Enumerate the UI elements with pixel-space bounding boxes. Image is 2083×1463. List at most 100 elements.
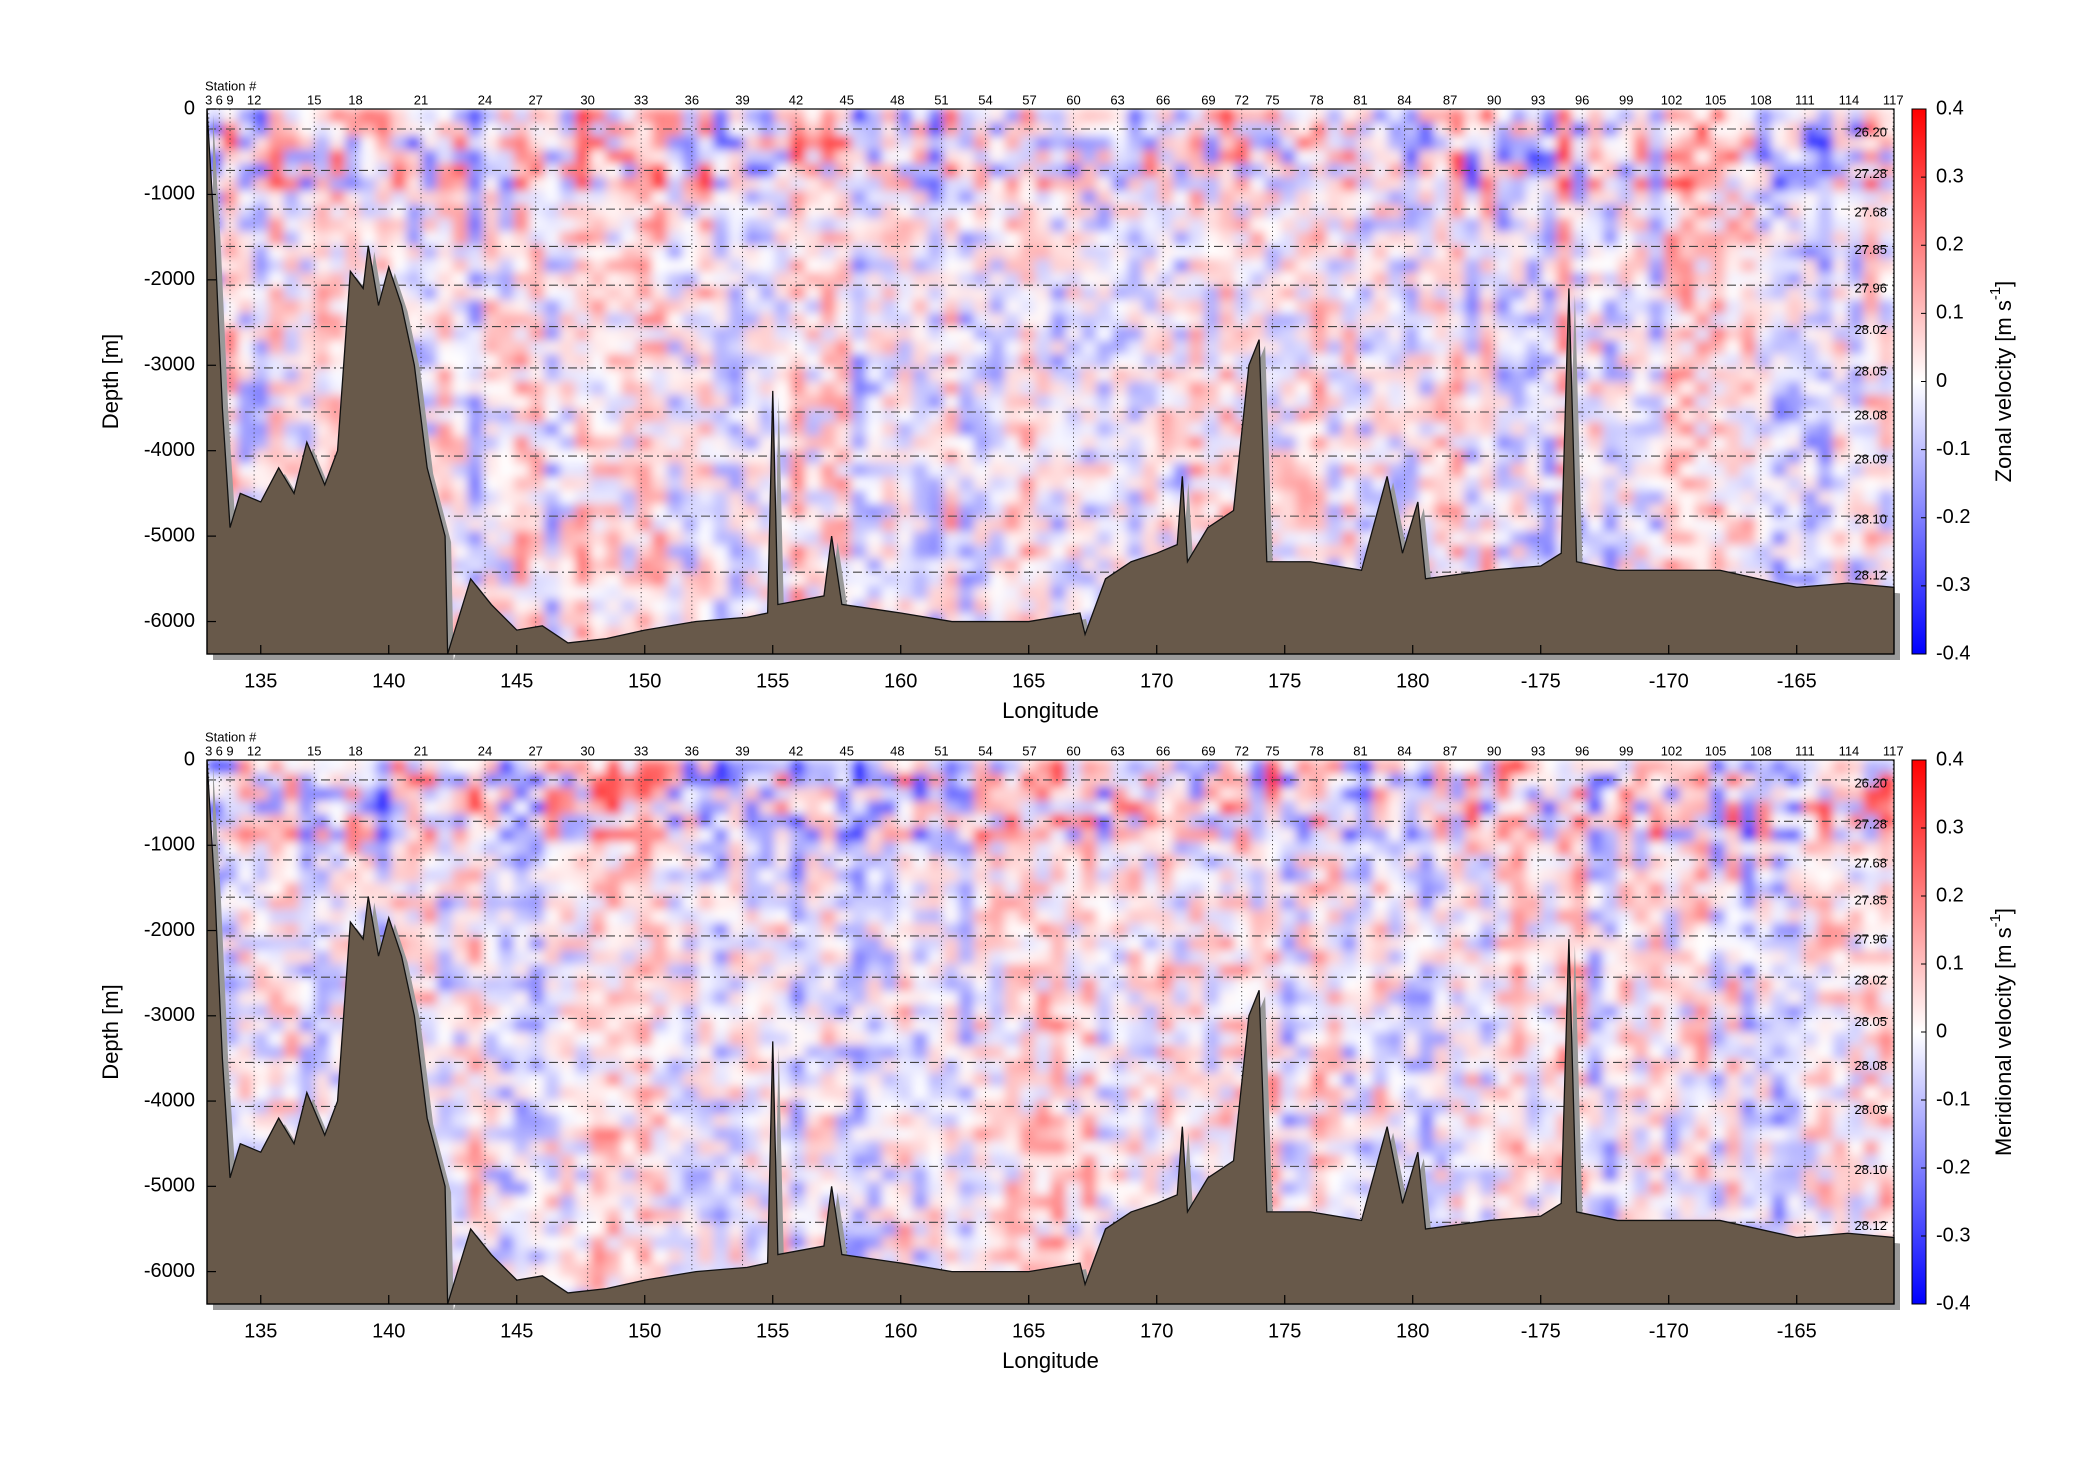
velocity-cell — [1633, 436, 1649, 451]
velocity-cell — [1265, 191, 1281, 206]
velocity-cell — [330, 191, 346, 206]
velocity-cell — [1526, 463, 1542, 478]
velocity-cell — [1741, 368, 1757, 383]
velocity-cell — [422, 354, 438, 369]
velocity-cell — [774, 245, 790, 260]
velocity-cell — [1403, 354, 1419, 369]
velocity-cell — [698, 218, 714, 233]
velocity-cell — [667, 204, 683, 219]
velocity-cell — [575, 559, 591, 574]
velocity-cell — [238, 436, 254, 451]
velocity-cell — [836, 245, 852, 260]
velocity-cell — [1403, 245, 1419, 260]
velocity-cell — [253, 1032, 269, 1047]
velocity-cell — [1281, 368, 1297, 383]
velocity-cell — [560, 300, 576, 315]
velocity-cell — [1771, 150, 1787, 165]
velocity-cell — [253, 1073, 269, 1088]
velocity-cell — [268, 1046, 284, 1061]
velocity-cell — [1633, 313, 1649, 328]
velocity-cell — [483, 382, 499, 397]
velocity-cell — [652, 313, 668, 328]
velocity-cell — [1327, 259, 1343, 274]
velocity-cell — [253, 882, 269, 897]
velocity-cell — [1725, 136, 1741, 151]
velocity-cell — [1143, 382, 1159, 397]
velocity-cell — [698, 436, 714, 451]
velocity-cell — [621, 395, 637, 410]
velocity-cell — [1281, 150, 1297, 165]
velocity-cell — [974, 177, 990, 192]
velocity-cell — [514, 422, 530, 437]
velocity-cell — [437, 191, 453, 206]
velocity-cell — [253, 855, 269, 870]
velocity-cell — [1173, 204, 1189, 219]
velocity-cell — [529, 150, 545, 165]
velocity-cell — [1725, 477, 1741, 492]
velocity-cell — [1250, 300, 1266, 315]
velocity-cell — [1541, 409, 1557, 424]
velocity-cell — [483, 491, 499, 506]
velocity-cell — [1112, 477, 1128, 492]
velocity-cell — [1143, 191, 1159, 206]
velocity-cell — [1848, 422, 1864, 437]
velocity-cell — [636, 341, 652, 356]
velocity-cell — [682, 232, 698, 247]
velocity-cell — [943, 572, 959, 587]
velocity-cell — [897, 477, 913, 492]
velocity-cell — [974, 300, 990, 315]
velocity-cell — [1035, 245, 1051, 260]
velocity-cell — [958, 354, 974, 369]
velocity-cell — [974, 136, 990, 151]
velocity-cell — [943, 450, 959, 465]
velocity-cell — [1173, 395, 1189, 410]
velocity-cell — [284, 463, 300, 478]
velocity-cell — [544, 300, 560, 315]
velocity-cell — [1173, 409, 1189, 424]
velocity-cell — [744, 150, 760, 165]
velocity-cell — [1051, 409, 1067, 424]
velocity-cell — [1587, 409, 1603, 424]
velocity-cell — [1725, 286, 1741, 301]
velocity-cell — [299, 978, 315, 993]
velocity-cell — [1511, 545, 1527, 560]
velocity-cell — [682, 150, 698, 165]
velocity-cell — [1833, 545, 1849, 560]
velocity-cell — [314, 910, 330, 925]
velocity-cell — [1480, 218, 1496, 233]
velocity-cell — [1311, 150, 1327, 165]
velocity-cell — [621, 382, 637, 397]
velocity-cell — [1373, 395, 1389, 410]
velocity-cell — [1495, 313, 1511, 328]
velocity-cell — [299, 300, 315, 315]
velocity-cell — [1127, 245, 1143, 260]
velocity-cell — [1587, 341, 1603, 356]
velocity-cell — [299, 409, 315, 424]
velocity-cell — [1603, 395, 1619, 410]
colorbar-label-text: Zonal velocity [m s — [1991, 300, 2016, 482]
velocity-cell — [1449, 477, 1465, 492]
velocity-cell — [866, 177, 882, 192]
velocity-cell — [1127, 409, 1143, 424]
velocity-cell — [1097, 245, 1113, 260]
velocity-cell — [1373, 354, 1389, 369]
velocity-cell — [606, 409, 622, 424]
velocity-cell — [1403, 300, 1419, 315]
velocity-cell — [483, 259, 499, 274]
velocity-cell — [1066, 123, 1082, 138]
velocity-cell — [1649, 204, 1665, 219]
velocity-cell — [974, 491, 990, 506]
velocity-cell — [912, 300, 928, 315]
velocity-cell — [1526, 354, 1542, 369]
velocity-cell — [483, 204, 499, 219]
velocity-cell — [284, 123, 300, 138]
velocity-cell — [682, 572, 698, 587]
velocity-cell — [1127, 109, 1143, 124]
velocity-cell — [774, 422, 790, 437]
velocity-cell — [1281, 409, 1297, 424]
velocity-cell — [805, 491, 821, 506]
velocity-cell — [1557, 259, 1573, 274]
colorbar-tick-label: -0.4 — [1936, 642, 1970, 664]
velocity-cell — [713, 491, 729, 506]
velocity-cell — [958, 123, 974, 138]
